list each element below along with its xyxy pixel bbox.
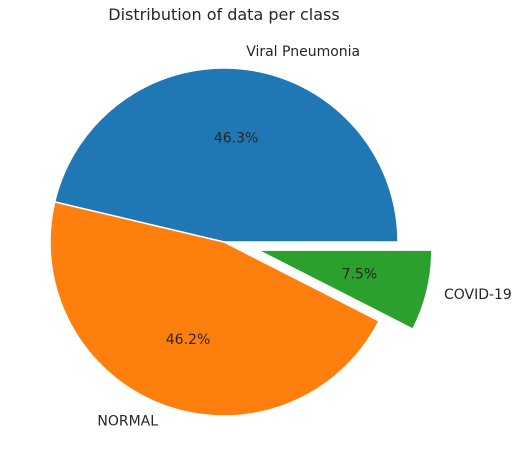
pct-label-covid-19: 7.5% — [342, 266, 378, 282]
pct-label-normal: 46.2% — [166, 332, 210, 348]
pie-slice-viral-pneumonia — [53, 67, 399, 243]
pie-slice-covid-19 — [257, 249, 433, 331]
slice-label-covid-19: COVID-19 — [444, 287, 512, 303]
slice-label-viral-pneumonia: Viral Pneumonia — [246, 44, 360, 60]
labels-group: 46.3% Viral Pneumonia 46.2% NORMAL 7.5% COVID… — [97, 44, 512, 430]
slices-group — [49, 67, 433, 417]
pct-label-viral-pneumonia: 46.3% — [214, 130, 258, 146]
pie-slice-normal — [49, 201, 381, 417]
chart-title: Distribution of data per class — [108, 5, 339, 24]
slice-label-normal: NORMAL — [97, 414, 158, 430]
